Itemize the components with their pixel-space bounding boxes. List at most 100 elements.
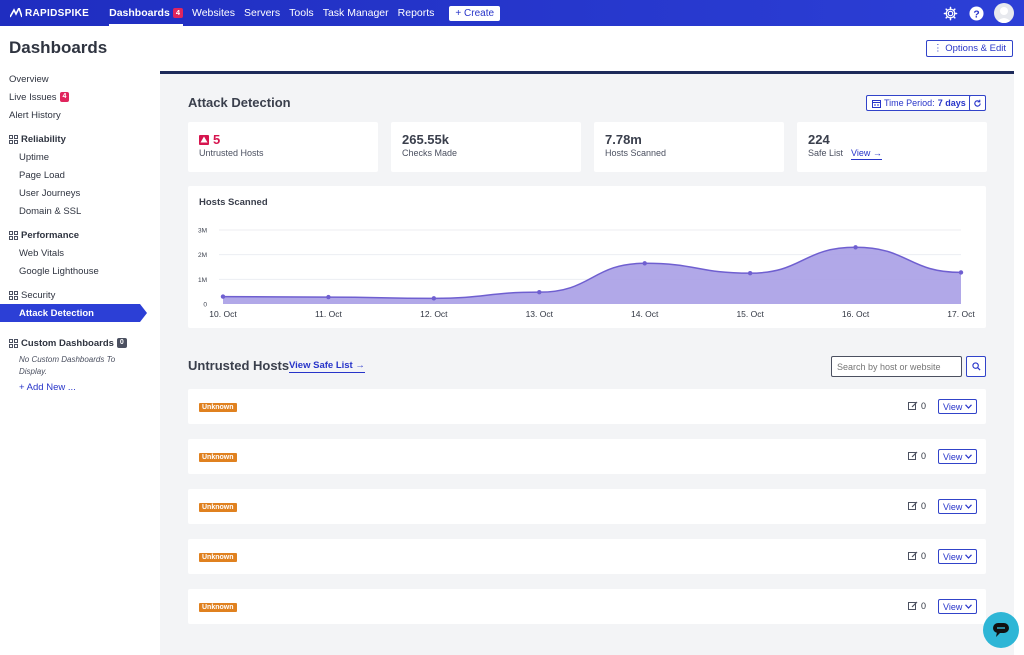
- hosts-scanned-chart: 0 1M 2M 3M 10. Oct 11. Oct 12. Oct 13. Oct 14. O…: [198, 228, 975, 320]
- view-dropdown-button[interactable]: View: [938, 549, 978, 564]
- grid-icon: [9, 134, 18, 144]
- grid-icon: [9, 338, 18, 348]
- user-avatar[interactable]: [994, 3, 1014, 23]
- nav-dashboards[interactable]: Dashboards 4: [109, 5, 183, 26]
- notes-count-value: 0: [921, 401, 927, 411]
- warning-icon: [199, 134, 209, 145]
- sidebar-group-label: Custom Dashboards: [21, 337, 114, 349]
- sidebar-group-label: Performance: [21, 229, 80, 241]
- nav-tools[interactable]: Tools: [289, 7, 314, 19]
- edit-icon: [908, 551, 918, 560]
- time-period-label: Time Period:: [884, 98, 935, 108]
- sidebar-item-attack-detection[interactable]: Attack Detection: [0, 304, 147, 322]
- view-dropdown-button[interactable]: View: [938, 499, 978, 514]
- view-dropdown-button[interactable]: View: [938, 399, 978, 414]
- refresh-button[interactable]: [969, 95, 986, 111]
- edit-icon: [908, 501, 918, 510]
- notes-count[interactable]: 0: [908, 501, 926, 511]
- host-search-input[interactable]: [831, 356, 962, 377]
- sidebar-item-uptime[interactable]: Uptime: [19, 151, 50, 163]
- sidebar-item-label: Live Issues: [9, 91, 57, 103]
- x-tick-label: 12. Oct: [420, 309, 448, 319]
- sidebar-item-web-vitals[interactable]: Web Vitals: [19, 247, 65, 259]
- nav-servers[interactable]: Servers: [243, 7, 281, 19]
- stat-card-checks-made: 265.55k Checks Made: [391, 122, 581, 172]
- settings-gear-icon[interactable]: [940, 3, 960, 23]
- sidebar: Overview Live Issues 4 Alert History Rel…: [0, 70, 160, 393]
- attack-detection-title: Attack Detection: [188, 95, 291, 110]
- x-tick-label: 10. Oct: [209, 309, 237, 319]
- notes-count-value: 0: [921, 451, 927, 461]
- sidebar-group-label: Reliability: [21, 133, 66, 145]
- safe-list-view-link[interactable]: View →: [851, 148, 882, 160]
- host-row: Unknown 0 View: [188, 439, 986, 474]
- chart-data-point[interactable]: [747, 270, 753, 276]
- chart-data-point[interactable]: [326, 294, 331, 300]
- stat-card-untrusted-hosts: 5 Untrusted Hosts: [188, 122, 378, 172]
- chart-data-point[interactable]: [537, 289, 542, 295]
- time-period-button[interactable]: Time Period: 7 days: [866, 95, 972, 111]
- sidebar-item-google-lighthouse[interactable]: Google Lighthouse: [19, 265, 99, 277]
- x-tick-label: 16. Oct: [842, 309, 870, 319]
- notes-count[interactable]: 0: [908, 401, 926, 411]
- chevron-down-icon: [965, 604, 973, 609]
- search-button[interactable]: [966, 356, 986, 377]
- svg-text:?: ?: [973, 9, 979, 20]
- dashboards-count-badge: 4: [172, 8, 183, 18]
- nav-task-manager[interactable]: Task Manager: [322, 7, 389, 19]
- notes-count[interactable]: 0: [908, 451, 926, 461]
- chart-data-point[interactable]: [431, 296, 437, 301]
- grid-icon: [9, 230, 18, 240]
- stat-label: Untrusted Hosts: [199, 148, 264, 158]
- no-custom-dashboards-note: No Custom Dashboards To Display.: [19, 355, 116, 376]
- view-dropdown-button[interactable]: View: [938, 449, 978, 464]
- sidebar-group-custom-dashboards[interactable]: Custom Dashboards 0: [0, 334, 160, 352]
- help-icon[interactable]: ?: [966, 3, 986, 23]
- refresh-icon: [974, 99, 981, 107]
- chart-data-point[interactable]: [220, 294, 226, 299]
- notes-count[interactable]: 0: [908, 601, 926, 611]
- sidebar-group-label: Security: [21, 289, 56, 301]
- view-dropdown-button[interactable]: View: [938, 599, 978, 614]
- sidebar-item-live-issues[interactable]: Live Issues 4: [0, 88, 160, 106]
- host-row: Unknown 0 View: [188, 589, 986, 624]
- chevron-down-icon: [965, 404, 973, 409]
- view-label: View: [943, 601, 963, 612]
- sidebar-item-overview[interactable]: Overview: [9, 73, 49, 85]
- chat-icon: [993, 623, 1009, 637]
- nav-dashboards-label: Dashboards: [109, 7, 170, 19]
- create-button[interactable]: + Create: [449, 5, 501, 21]
- add-new-dashboard-link[interactable]: + Add New ...: [19, 382, 76, 393]
- sidebar-item-domain-ssl[interactable]: Domain & SSL: [19, 205, 82, 217]
- chat-button[interactable]: [983, 612, 1019, 648]
- chart-data-point[interactable]: [853, 245, 858, 250]
- status-badge: Unknown: [199, 553, 237, 562]
- nav-websites[interactable]: Websites: [191, 7, 235, 19]
- sidebar-group-security[interactable]: Security: [0, 286, 160, 304]
- view-safe-list-link[interactable]: View Safe List →: [289, 360, 365, 373]
- x-tick-label: 14. Oct: [631, 309, 659, 319]
- view-label: View: [943, 501, 963, 512]
- untrusted-hosts-count: 5: [213, 132, 221, 147]
- untrusted-hosts-title: Untrusted Hosts: [188, 358, 290, 373]
- chart-area-fill: [223, 247, 961, 304]
- main-content: Attack Detection Time Period: 7 days 5 U…: [160, 71, 1014, 655]
- chart-data-point[interactable]: [958, 270, 964, 275]
- sidebar-group-reliability[interactable]: Reliability: [0, 130, 160, 148]
- x-tick-label: 15. Oct: [736, 309, 764, 319]
- sidebar-item-alert-history[interactable]: Alert History: [9, 109, 61, 121]
- notes-count[interactable]: 0: [908, 551, 926, 561]
- chevron-down-icon: [965, 554, 973, 559]
- content-divider: [160, 71, 1014, 74]
- chart-data-point[interactable]: [642, 261, 647, 266]
- brand-logo[interactable]: RAPIDSPIKE: [10, 8, 89, 19]
- notes-count-value: 0: [921, 601, 927, 611]
- sidebar-group-performance[interactable]: Performance: [0, 226, 160, 244]
- nav-reports[interactable]: Reports: [397, 7, 435, 19]
- sidebar-item-page-load[interactable]: Page Load: [19, 169, 65, 181]
- hosts-scanned-chart-card: Hosts Scanned 0 1M 2M 3M 10. Oct 11. Oct 12. O…: [188, 186, 986, 328]
- sidebar-item-user-journeys[interactable]: User Journeys: [19, 187, 81, 199]
- calendar-icon: [872, 99, 881, 108]
- options-edit-button[interactable]: ⋮ Options & Edit: [926, 40, 1013, 57]
- checks-made-value: 265.55k: [402, 132, 449, 147]
